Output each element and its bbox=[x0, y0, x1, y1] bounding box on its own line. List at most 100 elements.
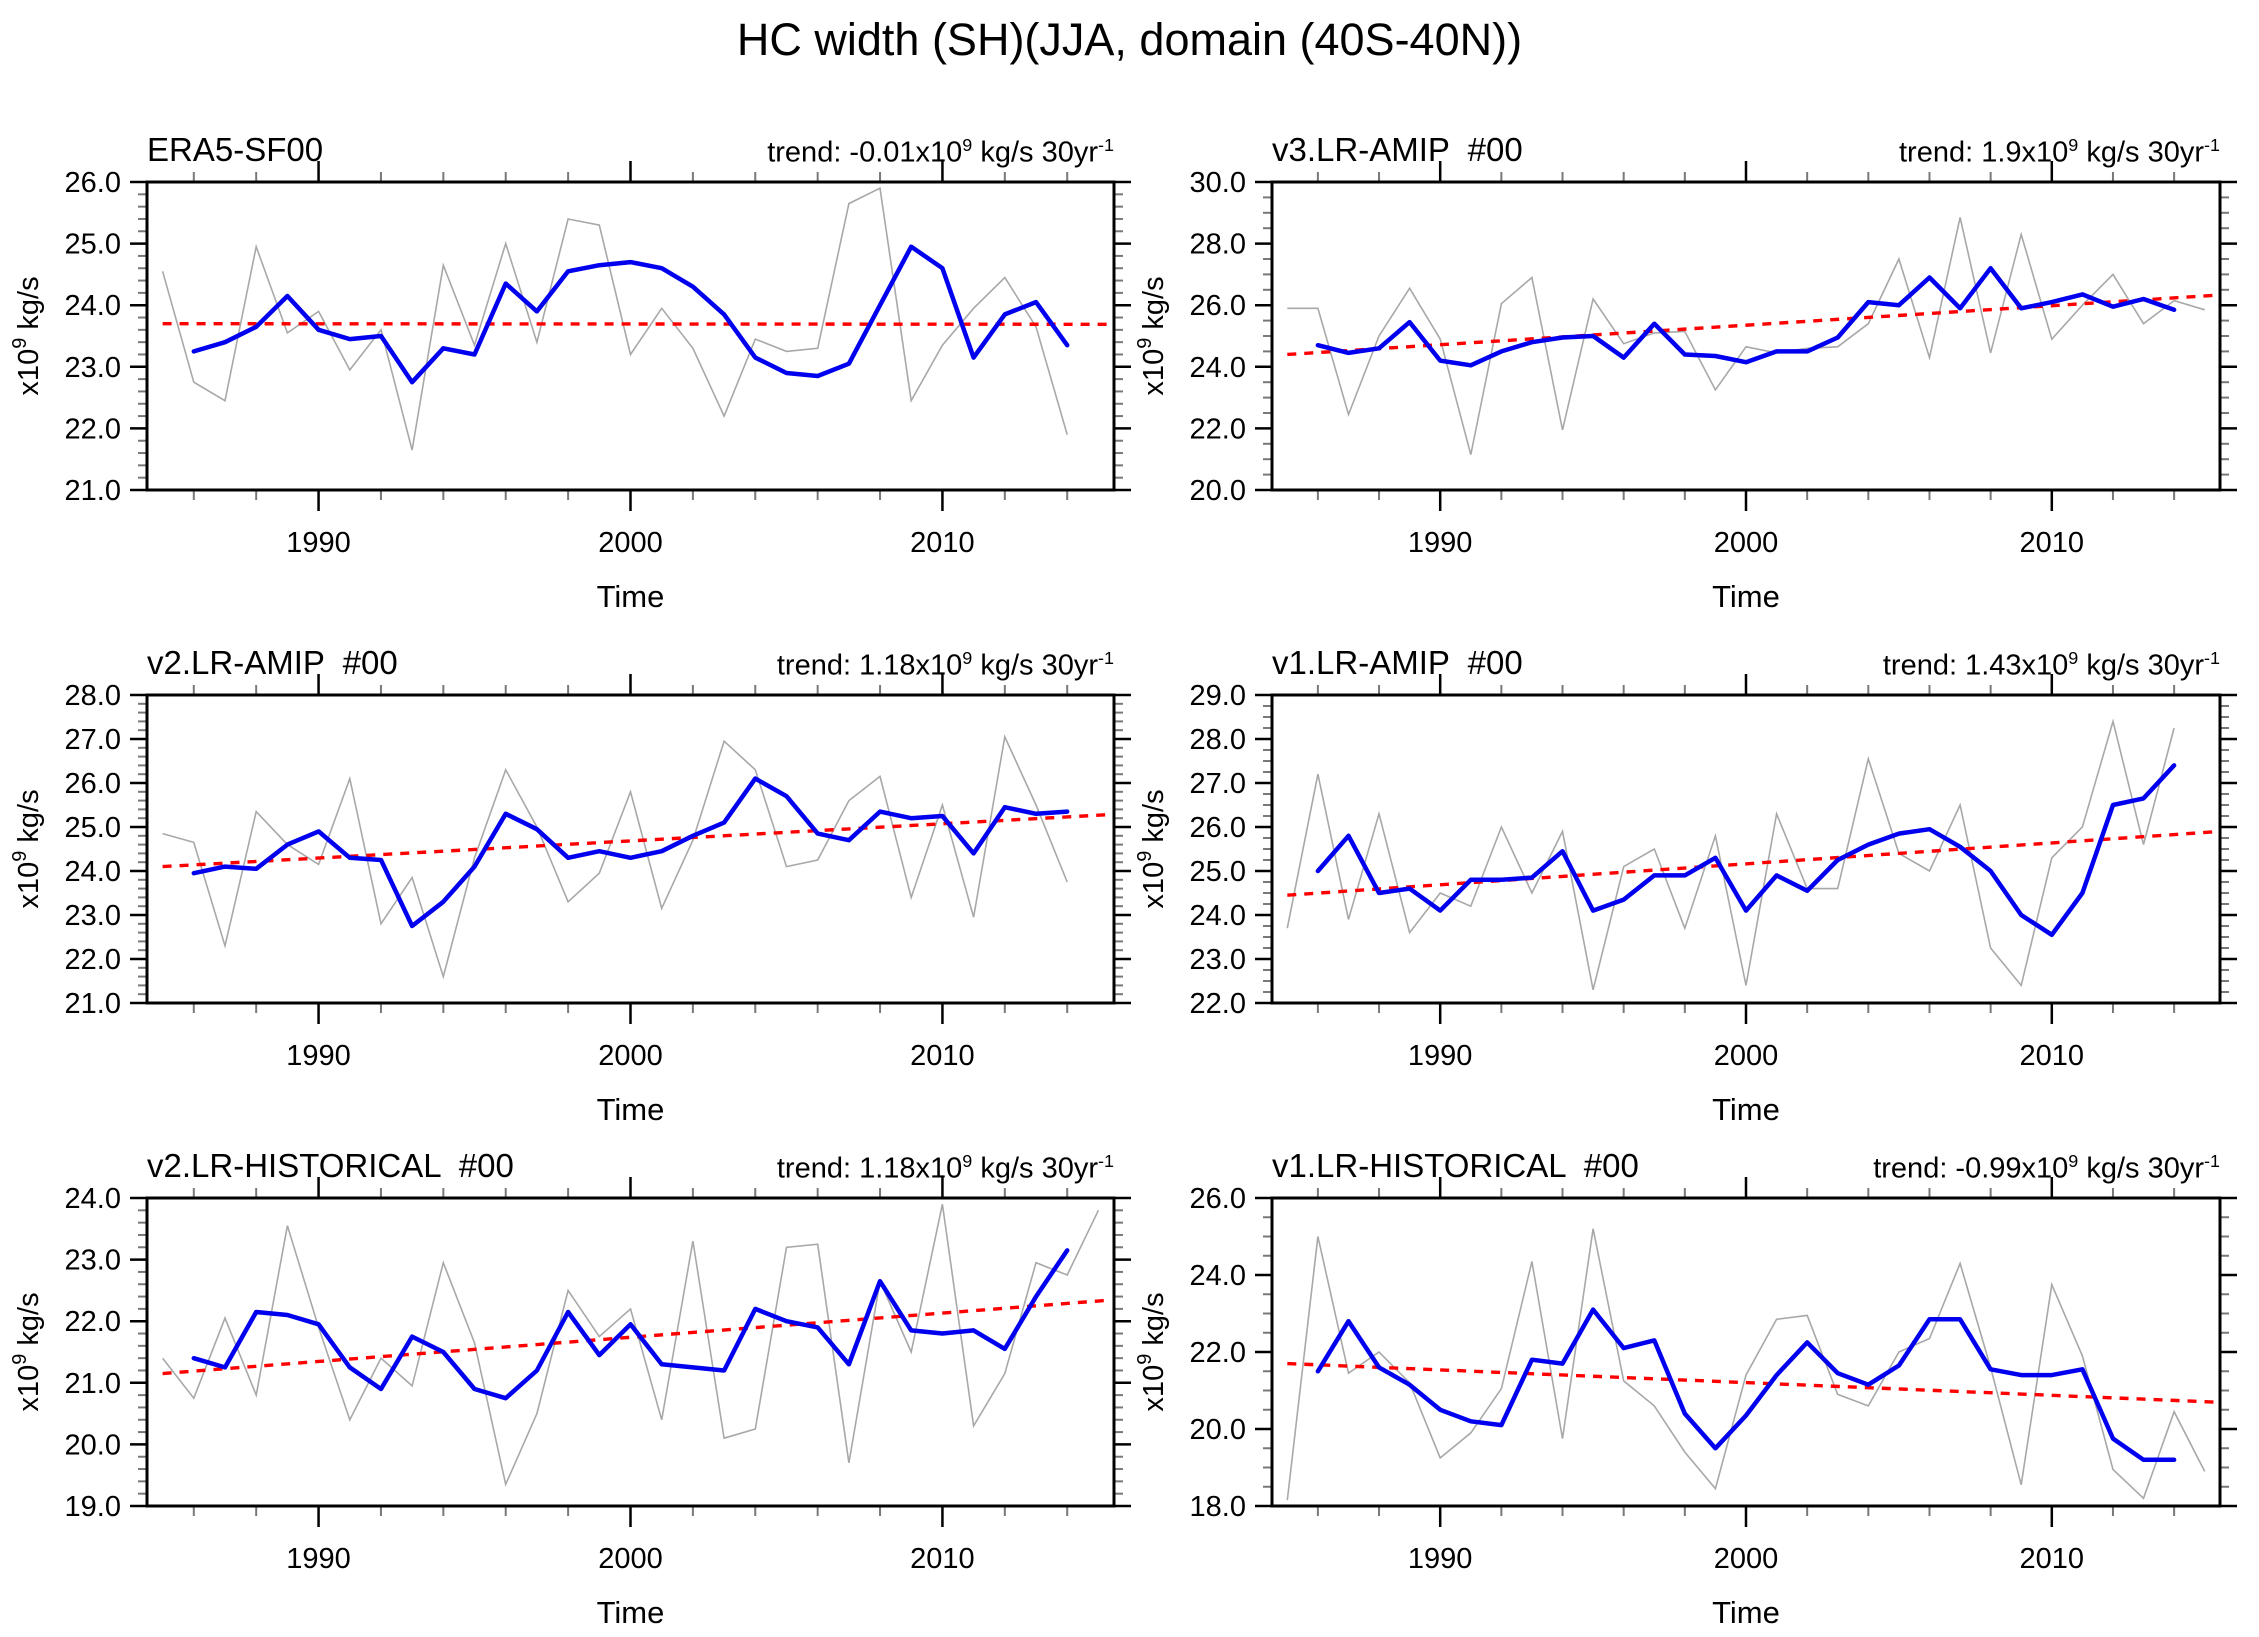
y-tick-label: 27.0 bbox=[1190, 768, 1246, 800]
annual-series-line bbox=[1286, 1228, 2206, 1501]
axis-frame bbox=[1255, 1177, 2237, 1527]
x-tick-label: 1990 bbox=[1408, 1543, 1473, 1575]
panel-v1-amip-plot: 1990 2000 2010 22.0 23.0 24.0 25.0 26.0 27.0 28.0… bbox=[1134, 674, 2237, 1127]
y-tick-label: 25.0 bbox=[65, 812, 121, 844]
y-tick-label: 22.0 bbox=[65, 1306, 121, 1338]
x-tick-label: 2000 bbox=[598, 527, 663, 559]
plot-border bbox=[1270, 693, 2222, 1005]
y-tick-label: 24.0 bbox=[65, 1183, 121, 1215]
annual-series-line bbox=[1286, 718, 2175, 990]
panel-v1-historical-trend-label: trend: -0.99x109 kg/s 30yr-1 bbox=[1873, 1151, 2220, 1185]
axis-frame bbox=[130, 1177, 1131, 1527]
y-tick-label: 20.0 bbox=[1190, 1414, 1246, 1446]
panel-v3-amip-header: v3.LR-AMIP #00 trend: 1.9x109 kg/s 30yr-… bbox=[1272, 125, 2220, 177]
x-tick-label: 1990 bbox=[286, 1543, 351, 1575]
y-tick-label: 24.0 bbox=[65, 290, 121, 322]
y-axis-label: x109 kg/s bbox=[9, 789, 45, 908]
y-tick-label: 26.0 bbox=[1190, 812, 1246, 844]
annual-series-line bbox=[1287, 217, 2205, 455]
panel-v1-amip-title: v1.LR-AMIP #00 bbox=[1272, 644, 1523, 681]
y-tick-label: 19.0 bbox=[65, 1491, 121, 1523]
x-axis-label: Time bbox=[1712, 579, 1780, 614]
panel-v2-historical-trend-label: trend: 1.18x109 kg/s 30yr-1 bbox=[776, 1151, 1114, 1185]
y-axis-label: x109 kg/s bbox=[1134, 276, 1170, 395]
svg-text:x109 kg/s: x109 kg/s bbox=[1134, 789, 1170, 908]
panel-v3-amip-title: v3.LR-AMIP #00 bbox=[1272, 131, 1523, 168]
y-tick-label: 21.0 bbox=[65, 1368, 121, 1400]
x-tick-label: 2000 bbox=[598, 1543, 663, 1575]
smoothed-series-line bbox=[191, 244, 1070, 385]
smoothed-series-line bbox=[191, 1248, 1070, 1401]
annual-series-line bbox=[161, 186, 1068, 451]
smoothed-series-line bbox=[191, 776, 1070, 929]
x-tick-label: 1990 bbox=[286, 527, 351, 559]
y-tick-label: 22.0 bbox=[1190, 413, 1246, 445]
trend-line bbox=[1287, 293, 2214, 357]
x-tick-label: 2000 bbox=[598, 1040, 663, 1072]
y-tick-label: 22.0 bbox=[65, 413, 121, 445]
y-axis-label: x109 kg/s bbox=[1134, 789, 1170, 908]
axis-frame bbox=[1255, 674, 2237, 1024]
x-axis-label: Time bbox=[597, 579, 665, 614]
y-tick-label: 24.0 bbox=[1190, 352, 1246, 384]
axis-frame bbox=[1255, 161, 2237, 511]
annual-series-line bbox=[161, 1204, 1100, 1487]
y-tick-label: 21.0 bbox=[65, 475, 121, 507]
x-axis-label: Time bbox=[1712, 1595, 1780, 1630]
panel-v3-amip-plot: 1990 2000 2010 20.0 22.0 24.0 26.0 28.0 30.0 x109… bbox=[1134, 161, 2237, 614]
y-tick-label: 24.0 bbox=[1190, 900, 1246, 932]
axis-frame bbox=[130, 161, 1131, 511]
x-tick-label: 2000 bbox=[1714, 527, 1779, 559]
y-tick-label: 23.0 bbox=[65, 900, 121, 932]
figure-title: HC width (SH)(JJA, domain (40S-40N)) bbox=[736, 14, 1523, 65]
y-tick-label: 25.0 bbox=[1190, 856, 1246, 888]
y-axis-label: x109 kg/s bbox=[9, 276, 45, 395]
y-tick-label: 26.0 bbox=[1190, 290, 1246, 322]
y-axis-label: x109 kg/s bbox=[1134, 1292, 1170, 1411]
y-tick-label: 18.0 bbox=[1190, 1491, 1246, 1523]
x-tick-label: 2010 bbox=[2020, 1040, 2085, 1072]
panel-era5-title: ERA5-SF00 bbox=[147, 131, 324, 168]
y-tick-label: 30.0 bbox=[1190, 167, 1246, 199]
svg-text:x109 kg/s: x109 kg/s bbox=[9, 1292, 45, 1411]
panel-era5-plot: 1990 2000 2010 21.0 22.0 23.0 24.0 25.0 26.0 x109… bbox=[9, 161, 1131, 614]
y-tick-label: 28.0 bbox=[65, 680, 121, 712]
y-tick-label: 22.0 bbox=[65, 944, 121, 976]
smoothed-series-line bbox=[1315, 763, 2177, 938]
panel-v1-amip-header: v1.LR-AMIP #00 trend: 1.43x109 kg/s 30yr… bbox=[1272, 638, 2220, 690]
y-tick-label: 24.0 bbox=[65, 856, 121, 888]
x-tick-label: 1990 bbox=[1408, 527, 1473, 559]
trend-line bbox=[1287, 830, 2214, 897]
y-tick-label: 28.0 bbox=[1190, 724, 1246, 756]
x-tick-label: 2010 bbox=[910, 1543, 975, 1575]
trend-line bbox=[162, 1298, 1108, 1376]
y-tick-label: 28.0 bbox=[1190, 229, 1246, 261]
panel-v1-historical-plot: 1990 2000 2010 18.0 20.0 22.0 24.0 26.0 x109 kg/… bbox=[1134, 1177, 2237, 1630]
smoothed-series-line bbox=[1315, 1307, 2177, 1463]
y-tick-label: 23.0 bbox=[65, 352, 121, 384]
y-tick-label: 22.0 bbox=[1190, 1337, 1246, 1369]
plot-border bbox=[1270, 180, 2222, 492]
x-tick-label: 2010 bbox=[2020, 527, 2085, 559]
panel-v2-amip-title: v2.LR-AMIP #00 bbox=[147, 644, 398, 681]
x-tick-label: 2000 bbox=[1714, 1040, 1779, 1072]
svg-text:x109 kg/s: x109 kg/s bbox=[1134, 1292, 1170, 1411]
plot-border bbox=[145, 180, 1116, 492]
plot-border bbox=[1270, 1196, 2222, 1508]
x-axis-label: Time bbox=[597, 1092, 665, 1127]
x-tick-label: 1990 bbox=[286, 1040, 351, 1072]
smoothed-series-line bbox=[1315, 265, 2177, 368]
x-tick-label: 2010 bbox=[910, 527, 975, 559]
y-tick-label: 26.0 bbox=[65, 167, 121, 199]
x-axis-label: Time bbox=[597, 1595, 665, 1630]
panel-v2-historical-header: v2.LR-HISTORICAL #00 trend: 1.18x109 kg/… bbox=[147, 1141, 1114, 1193]
panel-v2-amip-trend-label: trend: 1.18x109 kg/s 30yr-1 bbox=[776, 648, 1114, 682]
y-tick-label: 24.0 bbox=[1190, 1260, 1246, 1292]
panel-v2-amip-header: v2.LR-AMIP #00 trend: 1.18x109 kg/s 30yr… bbox=[147, 638, 1114, 690]
panel-era5-header: ERA5-SF00 trend: -0.01x109 kg/s 30yr-1 bbox=[147, 125, 1114, 177]
panel-era5-trend-label: trend: -0.01x109 kg/s 30yr-1 bbox=[767, 135, 1114, 169]
x-tick-label: 2000 bbox=[1714, 1543, 1779, 1575]
panel-v3-amip-trend-label: trend: 1.9x109 kg/s 30yr-1 bbox=[1899, 135, 2220, 169]
y-tick-label: 23.0 bbox=[1190, 944, 1246, 976]
